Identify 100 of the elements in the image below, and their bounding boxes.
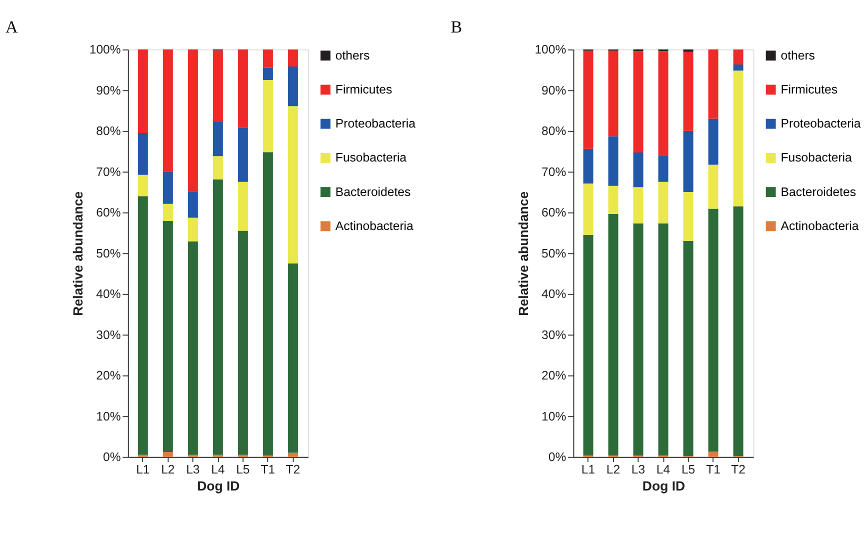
y-tick-label: 90% [542,83,566,98]
legend-label: Fusobacteria [780,150,852,165]
bar [288,49,298,67]
y-tick-label: 20% [542,368,566,383]
y-tick-label: 50% [96,246,121,260]
x-tick-label: L2 [606,462,620,476]
bar [658,223,668,456]
bar [683,52,694,131]
x-tick-label: L5 [236,462,250,476]
bar [238,128,248,182]
x-tick-label: T2 [731,462,746,476]
bar [633,51,644,153]
y-tick-label: 50% [542,246,566,260]
y-tick-label: 80% [96,124,121,138]
bar [262,68,273,80]
legend-label: Actinobacteria [780,218,859,233]
bar [733,206,744,456]
bar [683,240,694,456]
y-axis-title: Relative abundance [516,191,532,316]
bar [608,136,618,186]
chart-title: A [5,17,18,36]
bar [583,148,594,184]
legend-label: Firmicutes [335,82,392,96]
bar [212,121,223,156]
bar [162,49,173,172]
x-tick-label: T1 [706,462,721,476]
bar [608,50,618,136]
legend-label: Fusobacteria [335,150,407,165]
bar [583,183,594,235]
legend-label: others [335,48,370,62]
legend-label: Proteobacteria [780,116,861,131]
legend-label: Actinobacteria [335,218,414,233]
bar [708,118,718,165]
y-tick-label: 60% [96,206,121,220]
bar [212,50,223,122]
x-tick-label: L5 [681,462,696,476]
bar [138,174,148,196]
x-tick-label: L3 [631,462,646,476]
bar [162,204,173,221]
x-axis-title: Dog ID [642,478,686,494]
bar [138,49,148,133]
bar [583,50,594,149]
x-tick-label: L3 [186,462,200,476]
bar [212,179,223,455]
bar [733,70,744,206]
bar [238,49,248,128]
bar [583,234,594,456]
bar [262,80,273,152]
bar [188,49,198,192]
y-tick-label: 100% [89,42,121,57]
bar [683,130,694,192]
bar [633,187,644,224]
bar [708,208,718,452]
y-tick-label: 30% [542,328,566,342]
bar [658,51,668,156]
legend-label: Firmicutes [780,82,838,96]
y-tick-label: 20% [96,368,121,383]
bar [288,66,298,106]
y-tick-label: 30% [96,328,121,342]
bar [138,196,148,455]
x-axis-title: Dog ID [197,478,240,494]
bar [238,230,248,455]
bar [708,49,718,119]
legend-label: Bacteroidetes [780,184,856,199]
bar [162,220,173,452]
bar [162,172,173,204]
bar [708,164,718,209]
y-tick-label: 70% [542,164,566,179]
bar [238,182,248,231]
y-tick-label: 40% [542,287,566,302]
x-tick-label: L4 [211,462,225,476]
y-tick-label: 70% [96,164,121,179]
bar [733,49,744,65]
bar [288,106,298,264]
x-tick-label: L1 [581,462,596,476]
y-tick-label: 0% [103,450,121,464]
y-tick-label: 0% [548,450,566,464]
bar [262,49,273,68]
legend-label: Proteobacteria [335,116,416,131]
x-tick-label: L2 [161,462,175,476]
bar [212,156,223,180]
y-tick-label: 60% [542,206,566,220]
bar [708,452,718,457]
y-tick-label: 80% [542,124,566,138]
bar [658,182,668,224]
bar [138,132,148,175]
bar [262,152,273,456]
bar [633,152,644,188]
y-tick-label: 40% [96,287,121,302]
legend-label: Bacteroidetes [335,184,411,199]
bar [288,263,298,453]
bar [683,192,694,241]
y-tick-label: 10% [542,409,566,424]
y-tick-label: 90% [96,83,121,98]
bar [608,186,618,214]
y-axis-title: Relative abundance [70,191,86,316]
bar [288,452,298,457]
bar [188,218,198,242]
bar [608,214,618,456]
bar [162,452,173,457]
